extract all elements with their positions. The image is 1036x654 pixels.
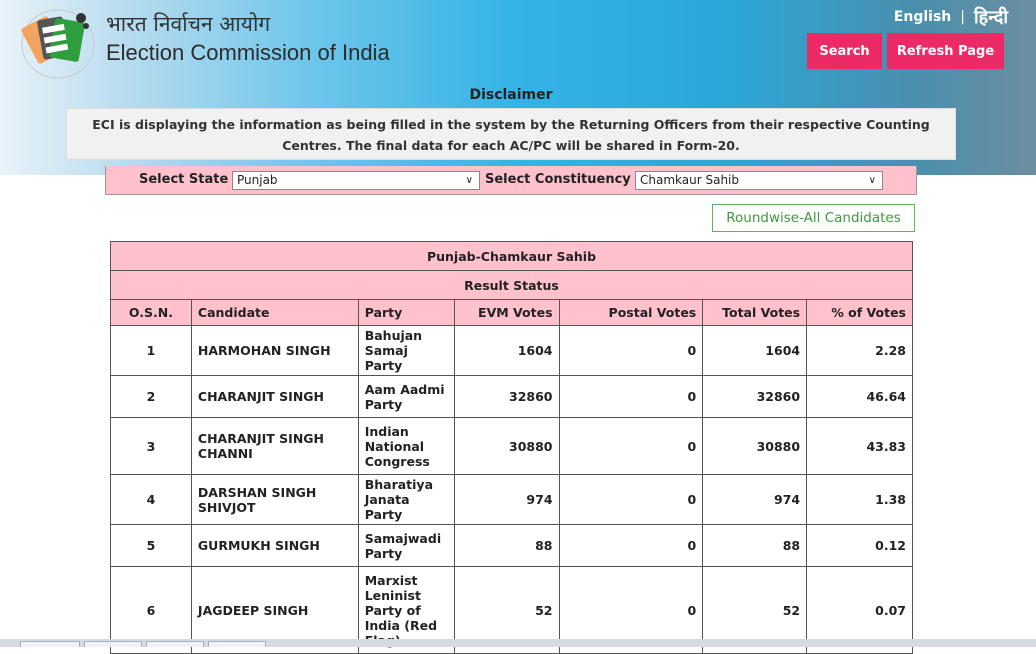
selector-bar: Select State Punjab ∨ Select Constituenc… xyxy=(105,166,917,195)
cell-postal-votes: 0 xyxy=(558,474,704,525)
cell-postal-votes: 0 xyxy=(558,524,704,567)
cell-party: Bharatiya Janata Party xyxy=(357,474,455,525)
table-row: 4 DARSHAN SINGH SHIVJOT Bharatiya Janata… xyxy=(110,474,913,525)
cell-candidate: DARSHAN SINGH SHIVJOT xyxy=(190,474,359,525)
cell-percent-votes: 0.12 xyxy=(806,524,913,567)
cell-candidate: CHARANJIT SINGH xyxy=(190,375,359,418)
column-header-percent-votes: % of Votes xyxy=(806,299,913,326)
taskbar xyxy=(0,639,1036,647)
language-hindi-link[interactable]: हिन्दी xyxy=(973,7,1008,28)
table-row: 5 GURMUKH SINGH Samajwadi Party 88 0 88 … xyxy=(110,524,913,567)
table-row: 3 CHARANJIT SINGH CHANNI Indian National… xyxy=(110,417,913,475)
cell-postal-votes: 0 xyxy=(558,325,704,376)
language-english-link[interactable]: English xyxy=(893,9,952,25)
cell-postal-votes: 0 xyxy=(558,375,704,418)
cell-osn: 2 xyxy=(110,375,192,418)
disclaimer-text: ECI is displaying the information as bei… xyxy=(66,108,956,160)
table-subtitle: Result Status xyxy=(110,270,913,300)
cell-party: Aam Aadmi Party xyxy=(357,375,455,418)
cell-candidate: CHARANJIT SINGH CHANNI xyxy=(190,417,359,475)
cell-percent-votes: 1.38 xyxy=(806,474,913,525)
column-header-osn: O.S.N. xyxy=(110,299,192,326)
cell-osn: 5 xyxy=(110,524,192,567)
cell-percent-votes: 46.64 xyxy=(806,375,913,418)
cell-total-votes: 30880 xyxy=(702,417,808,475)
cell-percent-votes: 43.83 xyxy=(806,417,913,475)
table-row: 1 HARMOHAN SINGH Bahujan Samaj Party 160… xyxy=(110,325,913,376)
cell-candidate: GURMUKH SINGH xyxy=(190,524,359,567)
refresh-page-button[interactable]: Refresh Page xyxy=(887,33,1004,69)
cell-percent-votes: 2.28 xyxy=(806,325,913,376)
eci-logo-icon[interactable] xyxy=(18,6,98,82)
select-state-value: Punjab xyxy=(237,173,278,187)
column-header-evm-votes: EVM Votes xyxy=(453,299,560,326)
cell-party: Bahujan Samaj Party xyxy=(357,325,455,376)
site-title-english: Election Commission of India xyxy=(106,40,390,65)
cell-total-votes: 1604 xyxy=(702,325,808,376)
chevron-down-icon: ∨ xyxy=(868,175,876,186)
cell-osn: 3 xyxy=(110,417,192,475)
select-state-label: Select State xyxy=(139,172,229,187)
cell-osn: 4 xyxy=(110,474,192,525)
taskbar-item[interactable] xyxy=(20,641,80,647)
cell-total-votes: 88 xyxy=(702,524,808,567)
cell-evm-votes: 88 xyxy=(453,524,560,567)
search-button[interactable]: Search xyxy=(807,33,882,69)
select-constituency-dropdown[interactable]: Chamkaur Sahib ∨ xyxy=(635,171,883,190)
cell-postal-votes: 0 xyxy=(558,417,704,475)
select-constituency-label: Select Constituency xyxy=(485,172,631,187)
taskbar-item[interactable] xyxy=(84,641,142,647)
column-header-total-votes: Total Votes xyxy=(702,299,808,326)
cell-candidate: HARMOHAN SINGH xyxy=(190,325,359,376)
select-constituency-value: Chamkaur Sahib xyxy=(640,173,739,187)
table-title: Punjab-Chamkaur Sahib xyxy=(110,241,913,271)
results-table: Punjab-Chamkaur Sahib Result Status O.S.… xyxy=(110,241,913,654)
column-header-party: Party xyxy=(357,299,455,326)
taskbar-item[interactable] xyxy=(146,641,204,647)
cell-total-votes: 974 xyxy=(702,474,808,525)
column-header-candidate: Candidate xyxy=(190,299,359,326)
disclaimer-title: Disclaimer xyxy=(469,87,553,103)
roundwise-all-candidates-button[interactable]: Roundwise-All Candidates xyxy=(712,204,915,232)
table-row: 2 CHARANJIT SINGH Aam Aadmi Party 32860 … xyxy=(110,375,913,418)
cell-osn: 1 xyxy=(110,325,192,376)
cell-evm-votes: 974 xyxy=(453,474,560,525)
cell-evm-votes: 32860 xyxy=(453,375,560,418)
select-state-dropdown[interactable]: Punjab ∨ xyxy=(232,171,480,190)
language-switcher: English | हिन्दी xyxy=(894,5,1008,29)
language-separator: | xyxy=(960,9,965,25)
cell-evm-votes: 1604 xyxy=(453,325,560,376)
taskbar-item[interactable] xyxy=(208,641,266,647)
chevron-down-icon: ∨ xyxy=(465,175,473,186)
cell-party: Indian National Congress xyxy=(357,417,455,475)
cell-total-votes: 32860 xyxy=(702,375,808,418)
site-title-hindi: भारत निर्वाचन आयोग xyxy=(106,12,271,36)
cell-evm-votes: 30880 xyxy=(453,417,560,475)
cell-party: Samajwadi Party xyxy=(357,524,455,567)
site-header: भारत निर्वाचन आयोग Election Commission o… xyxy=(0,0,1036,175)
column-header-postal-votes: Postal Votes xyxy=(558,299,704,326)
